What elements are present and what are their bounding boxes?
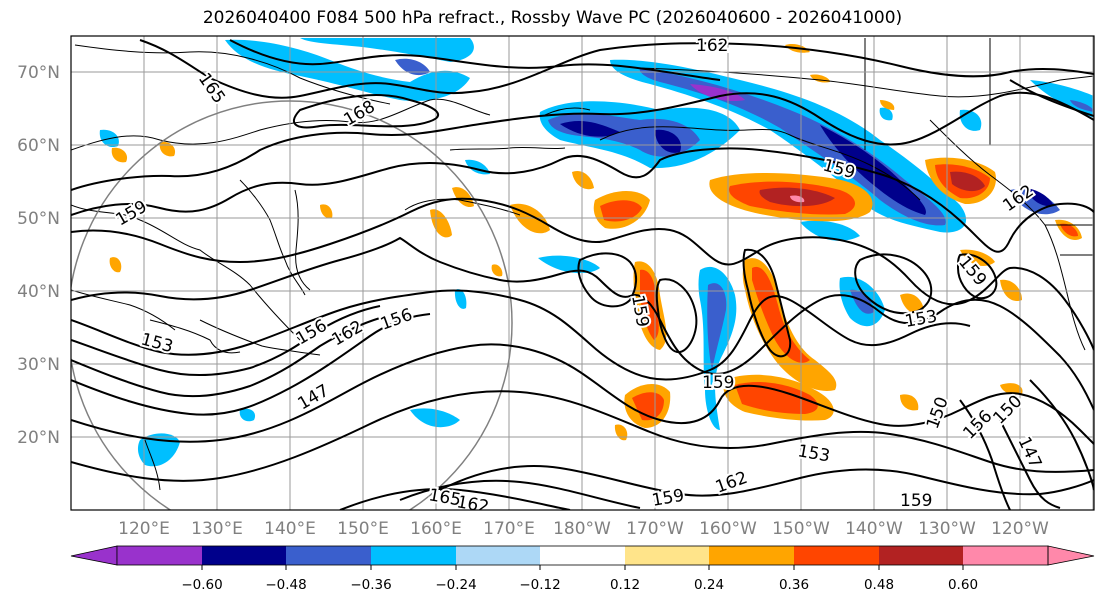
colorbar-extend-min [70,545,118,566]
colorbar-tick-label: 0.24 [694,577,724,593]
colorbar-swatch [879,546,963,565]
lon-label: 160°W [699,519,757,539]
colorbar-tick-label: −0.36 [350,577,391,593]
colorbar-swatch [963,546,1048,565]
lon-label: 120°W [991,519,1049,539]
lat-label: 40°N [17,282,60,302]
contour-label: 153 [903,307,938,332]
lat-label: 70°N [17,63,60,83]
colorbar-tick-label: −0.48 [265,577,306,593]
lon-label: 120°E [118,519,170,539]
colorbar-swatch [794,546,879,565]
lon-label: 130°W [918,519,976,539]
height-contours [71,39,1094,510]
colorbar-swatch [286,546,371,565]
contour-label: 159 [650,486,685,511]
colorbar-tick-label: 0.36 [779,577,809,593]
colorbar-swatch [456,546,540,565]
contour-label: 159 [900,491,932,511]
longitude-axis: 120°E 130°E 140°E 150°E 160°E 170°E 180°… [118,519,1049,539]
colorbar-swatch [202,546,286,565]
graticule [71,36,1094,510]
colorbar-swatch [709,546,794,565]
colorbar-tick-label: 0.48 [864,577,894,593]
negative-anomaly-fill [99,38,1094,467]
colorbar-swatch [371,546,456,565]
colorbar-tick-label: 0.60 [948,577,978,593]
contour-label: 162 [696,36,728,56]
page-title: 2026040400 F084 500 hPa refract., Rossby… [202,8,903,28]
contour-label: 159 [702,373,734,393]
map-frame [70,35,1095,511]
colorbar-tick-label: −0.24 [435,577,476,593]
lat-label: 30°N [17,355,60,375]
colorbar-tick-label: −0.12 [519,577,560,593]
lon-label: 150°E [337,519,389,539]
map-panel: 162 165 168 159 159 156 162 156 153 147 … [70,35,1095,511]
colorbar-tick-label: 0.12 [610,577,640,593]
lon-label: 160°E [410,519,462,539]
colorbar-swatch [540,546,625,565]
colorbar: −0.60 −0.48 −0.36 −0.24 −0.12 0.12 0.24 … [70,545,1095,593]
lon-label: 170°E [483,519,535,539]
forecast-region-circle [71,100,513,510]
lon-label: 140°W [845,519,903,539]
colorbar-frame [116,545,1049,566]
colorbar-extend-max [1047,545,1095,566]
lat-label: 60°N [17,136,60,156]
lon-label: 180°W [553,519,611,539]
lon-label: 130°E [191,519,243,539]
lon-label: 150°W [772,519,830,539]
latitude-axis: 70°N 60°N 50°N 40°N 30°N 20°N [17,63,60,448]
colorbar-swatch [625,546,709,565]
colorbar-tick-label: −0.60 [181,577,222,593]
colorbar-swatch [117,546,202,565]
lat-label: 50°N [17,209,60,229]
lon-label: 140°E [264,519,316,539]
lat-label: 20°N [17,428,60,448]
lon-label: 170°W [626,519,684,539]
